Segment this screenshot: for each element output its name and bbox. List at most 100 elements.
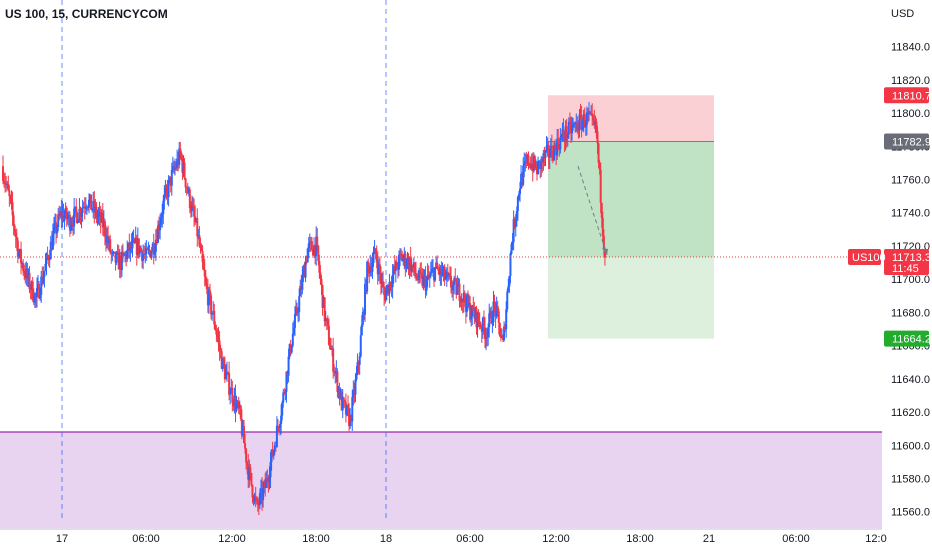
candle bbox=[309, 236, 312, 252]
candle-body bbox=[90, 194, 93, 210]
candle-body bbox=[212, 310, 215, 314]
candle bbox=[526, 153, 529, 166]
candle-body bbox=[249, 467, 252, 473]
candle-body bbox=[496, 306, 499, 312]
candle bbox=[250, 472, 253, 487]
candle-body bbox=[577, 130, 580, 132]
candle bbox=[73, 198, 76, 235]
candle-body bbox=[40, 276, 43, 295]
entry-price-tag[interactable] bbox=[884, 133, 929, 150]
candle-body bbox=[239, 405, 242, 420]
candle-body bbox=[526, 155, 529, 163]
price-axis[interactable]: 11560.011580.011600.011620.011640.011660… bbox=[848, 42, 931, 519]
candle bbox=[402, 254, 405, 266]
candle bbox=[127, 242, 130, 259]
candle bbox=[480, 323, 483, 343]
candle bbox=[124, 251, 127, 263]
candle bbox=[406, 251, 409, 270]
candle-body bbox=[429, 272, 432, 276]
candle-body bbox=[393, 266, 396, 272]
target-price-tag[interactable] bbox=[884, 330, 929, 347]
candle-body bbox=[564, 126, 567, 141]
candle-body bbox=[292, 327, 295, 334]
candle bbox=[200, 243, 203, 252]
candle bbox=[427, 265, 430, 280]
candle bbox=[412, 257, 415, 276]
candle-body bbox=[258, 493, 261, 505]
candle-body bbox=[585, 112, 588, 125]
candle bbox=[324, 310, 327, 327]
candle bbox=[504, 323, 507, 333]
candle bbox=[556, 128, 559, 160]
candle bbox=[534, 159, 537, 170]
candle-body bbox=[440, 267, 443, 276]
candle bbox=[584, 119, 587, 136]
candle-body bbox=[203, 269, 206, 277]
target-zone[interactable] bbox=[548, 257, 714, 339]
candle-body bbox=[330, 348, 333, 350]
current-price-tag[interactable] bbox=[884, 249, 929, 276]
candle-body bbox=[126, 249, 129, 260]
candle bbox=[456, 275, 459, 296]
candle bbox=[286, 370, 289, 385]
candle-body bbox=[379, 274, 382, 284]
candle bbox=[441, 262, 444, 277]
time-axis[interactable]: 17 06:00 12:00 18:00 18 06:00 12:00 18:00 21 06:0… bbox=[0, 528, 887, 545]
candle bbox=[547, 141, 550, 169]
candle-body bbox=[152, 243, 155, 255]
stop-price-tag[interactable] bbox=[884, 87, 929, 104]
candle bbox=[342, 396, 345, 409]
candle bbox=[525, 151, 528, 169]
candle-body bbox=[229, 393, 232, 395]
candle bbox=[448, 266, 451, 280]
candle-body bbox=[12, 215, 15, 226]
candle bbox=[302, 264, 305, 282]
candle bbox=[318, 254, 321, 279]
candle bbox=[545, 136, 548, 153]
candle-body bbox=[253, 495, 256, 502]
candle-body bbox=[448, 274, 451, 277]
candle bbox=[511, 233, 514, 251]
stop-loss-zone[interactable] bbox=[548, 95, 714, 142]
candle-body bbox=[594, 121, 597, 125]
candle-body bbox=[516, 196, 519, 212]
symbol-badge[interactable] bbox=[848, 249, 881, 266]
profit-zone[interactable] bbox=[548, 141, 714, 258]
candle bbox=[552, 142, 555, 161]
candle-body bbox=[32, 300, 35, 303]
candle-body bbox=[435, 262, 438, 268]
candle bbox=[117, 245, 120, 270]
candle bbox=[428, 271, 431, 288]
y-tick-label: 11560.0 bbox=[891, 507, 930, 519]
candle-body bbox=[517, 194, 520, 197]
candle-body bbox=[193, 207, 196, 217]
candle-body bbox=[442, 266, 445, 273]
candle bbox=[20, 241, 23, 275]
target-price-tag-label: 11664.2 bbox=[892, 334, 931, 346]
candle-body bbox=[194, 216, 197, 222]
candle bbox=[168, 176, 171, 184]
candle bbox=[422, 268, 425, 291]
candle-body bbox=[390, 286, 393, 288]
candle bbox=[489, 307, 492, 319]
candle bbox=[173, 158, 176, 176]
candle-body bbox=[274, 445, 277, 448]
y-tick-label: 11620.0 bbox=[891, 407, 930, 419]
candle-body bbox=[69, 225, 72, 231]
candle-body bbox=[545, 145, 548, 151]
candle bbox=[475, 305, 478, 335]
candle bbox=[236, 399, 239, 409]
candle-body bbox=[254, 495, 257, 500]
candle-body bbox=[492, 301, 495, 323]
candle-body bbox=[214, 324, 217, 330]
candle bbox=[376, 251, 379, 285]
candle-body bbox=[322, 297, 325, 308]
candle bbox=[237, 396, 240, 414]
candle bbox=[466, 290, 469, 308]
candle-body bbox=[563, 137, 566, 141]
y-tick-label: 11800.0 bbox=[891, 108, 930, 120]
candle-body bbox=[255, 499, 258, 502]
candle-body bbox=[420, 272, 423, 274]
candle-body bbox=[413, 262, 416, 273]
